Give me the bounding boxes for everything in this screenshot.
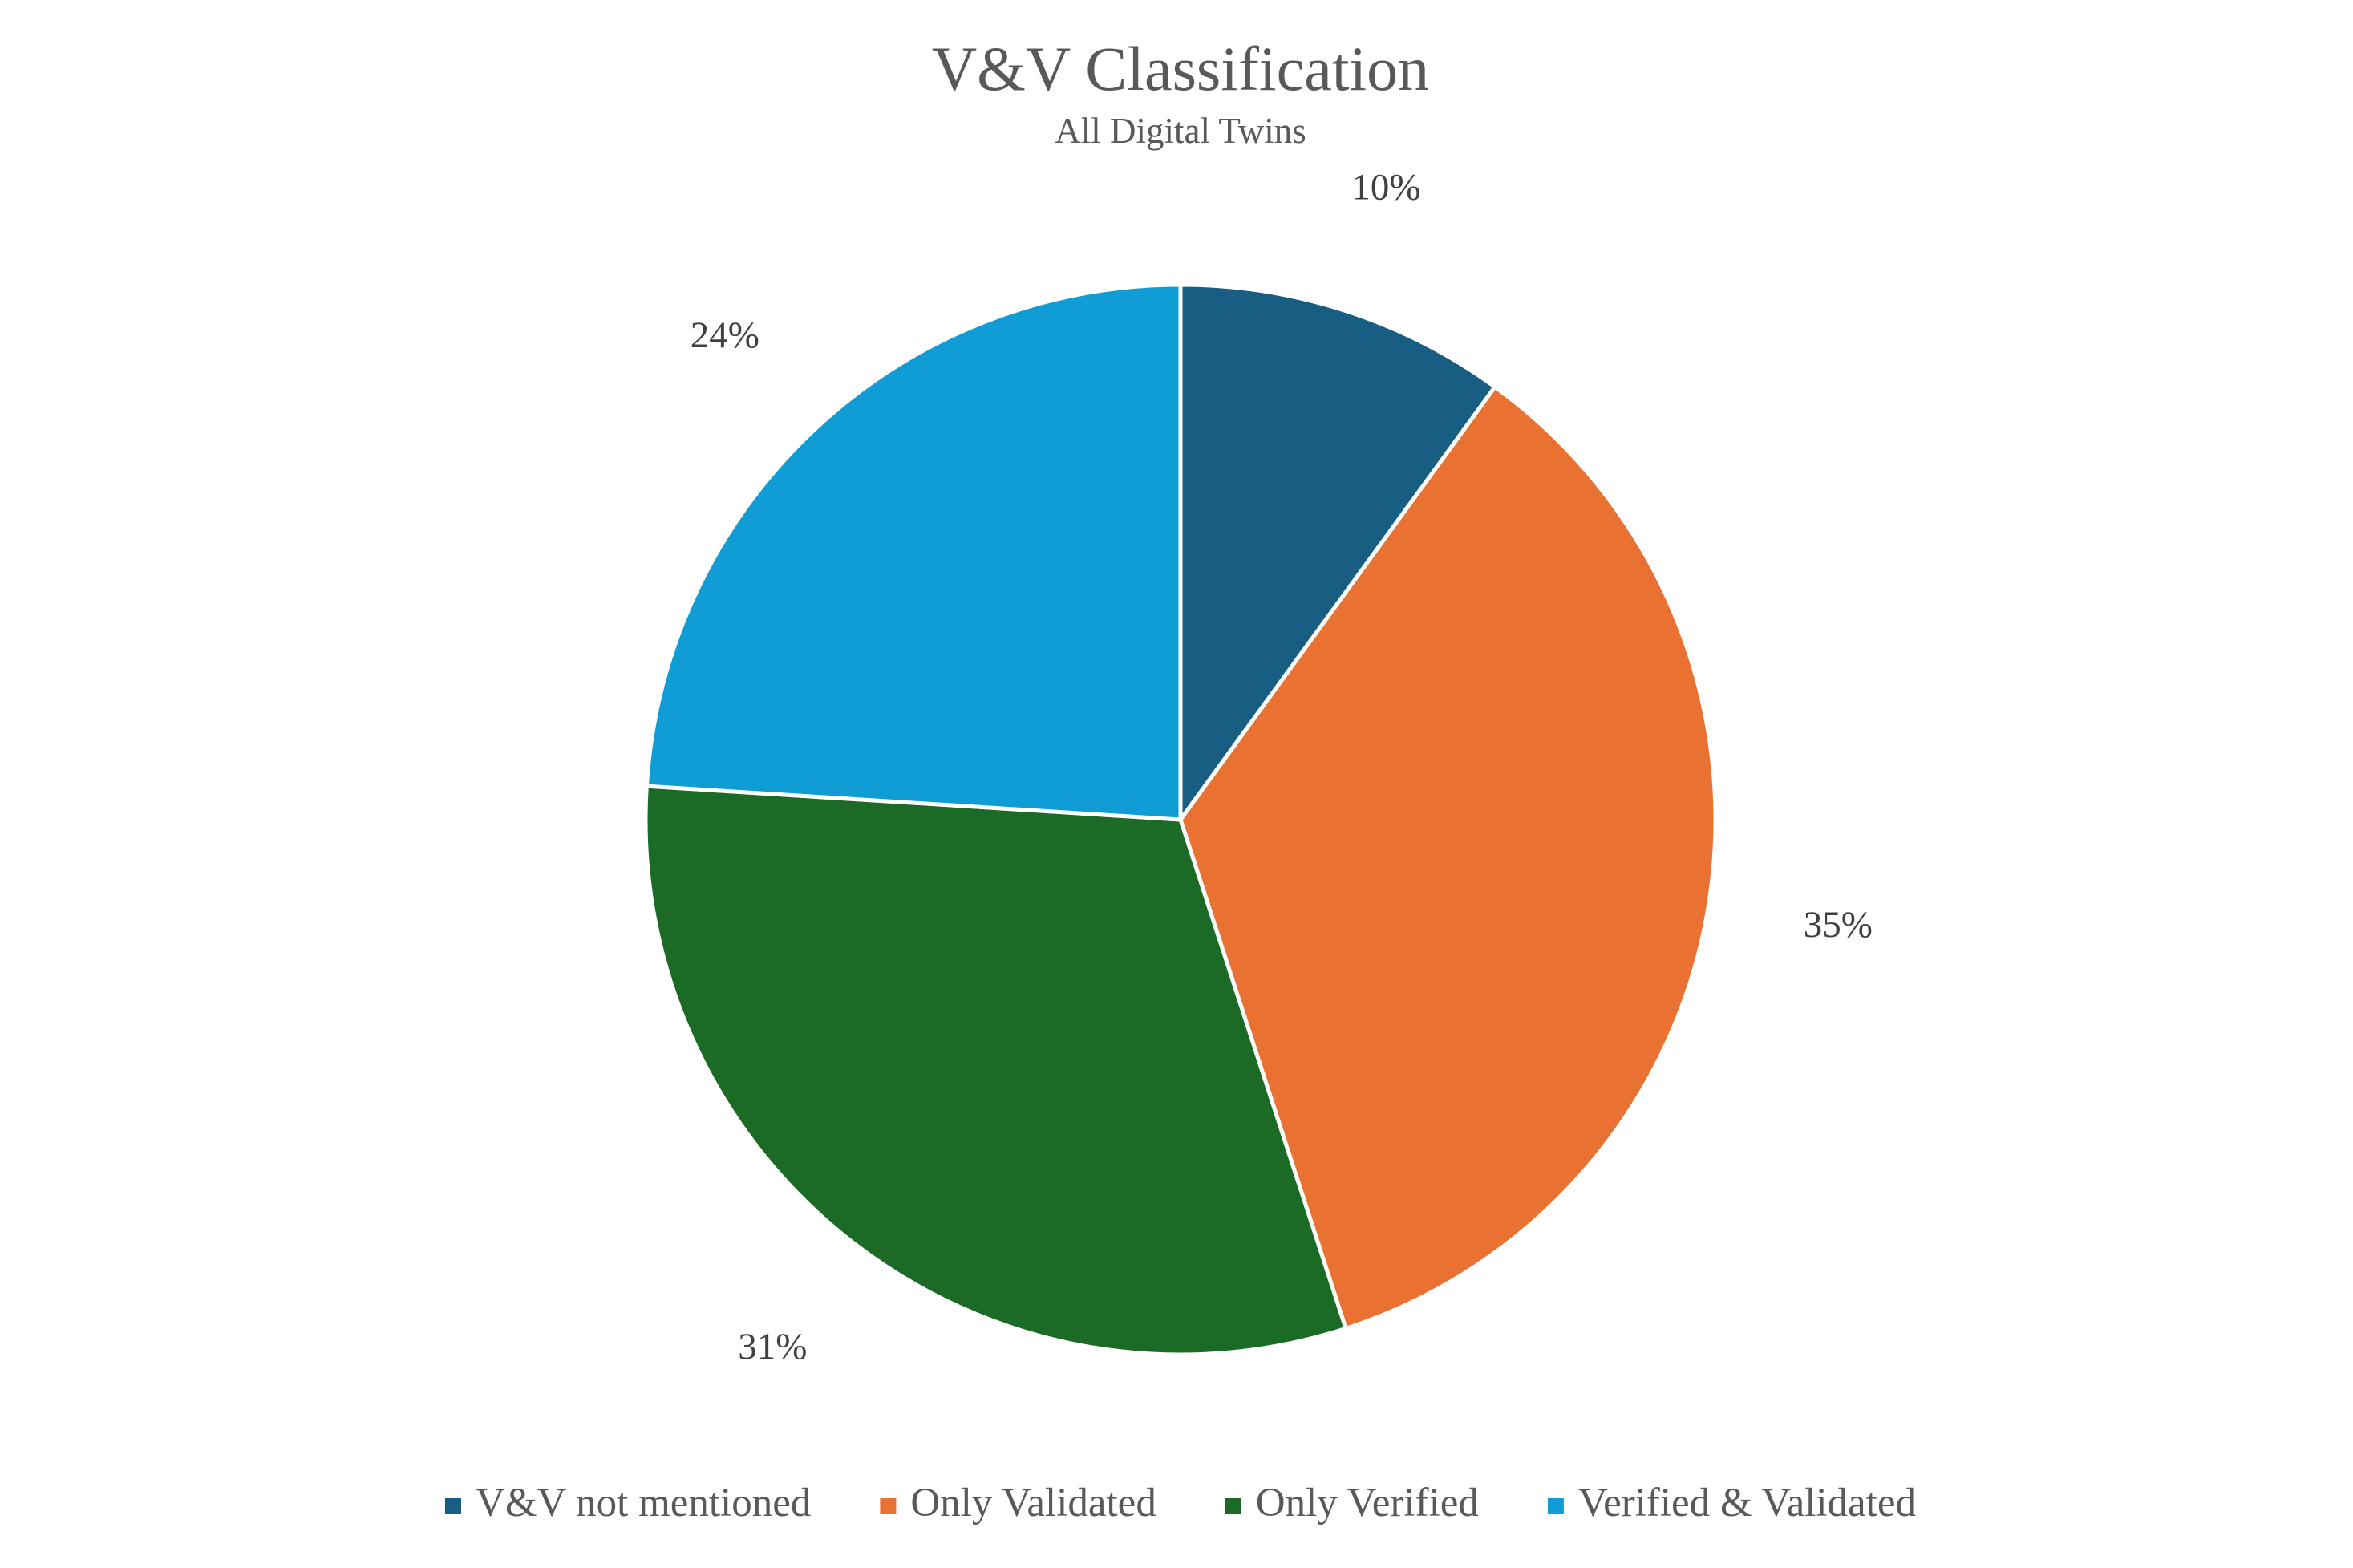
chart-title: V&V Classification <box>932 34 1429 103</box>
data-label-only-verified: 31% <box>738 1326 807 1367</box>
legend-swatch-verified-and-validated <box>1547 1498 1564 1514</box>
legend-swatch-vandv-not-mentioned <box>445 1498 461 1514</box>
legend-swatch-only-validated <box>880 1498 897 1514</box>
pie-slice-vandv-not-mentioned <box>1178 282 1497 822</box>
legend-item-only-validated: Only Validated <box>880 1481 1156 1525</box>
legend-label-only-verified: Only Verified <box>1256 1481 1479 1525</box>
pie-slice-only-validated <box>1178 384 1718 1331</box>
data-labels: 10% 35% 31% 24% <box>691 167 1873 1367</box>
data-label-vandv-not-mentioned: 10% <box>1351 167 1420 209</box>
legend-label-only-validated: Only Validated <box>910 1481 1156 1525</box>
legend-label-vandv-not-mentioned: V&V not mentioned <box>476 1481 811 1525</box>
legend-item-only-verified: Only Verified <box>1225 1481 1479 1525</box>
chart-subtitle: All Digital Twins <box>1055 111 1306 151</box>
data-label-only-validated: 35% <box>1804 904 1873 946</box>
pie-slice-verified-and-validated <box>644 282 1183 822</box>
data-label-verified-and-validated: 24% <box>691 314 759 356</box>
legend-swatch-only-verified <box>1225 1498 1241 1514</box>
legend-item-verified-and-validated: Verified & Validated <box>1547 1481 1916 1525</box>
pie-slices <box>643 282 1718 1357</box>
pie-slice-only-verified <box>643 784 1348 1357</box>
legend-item-vandv-not-mentioned: V&V not mentioned <box>445 1481 811 1525</box>
legend: V&V not mentioned Only Validated Only Veri… <box>445 1481 1916 1525</box>
legend-label-verified-and-validated: Verified & Validated <box>1578 1481 1916 1525</box>
